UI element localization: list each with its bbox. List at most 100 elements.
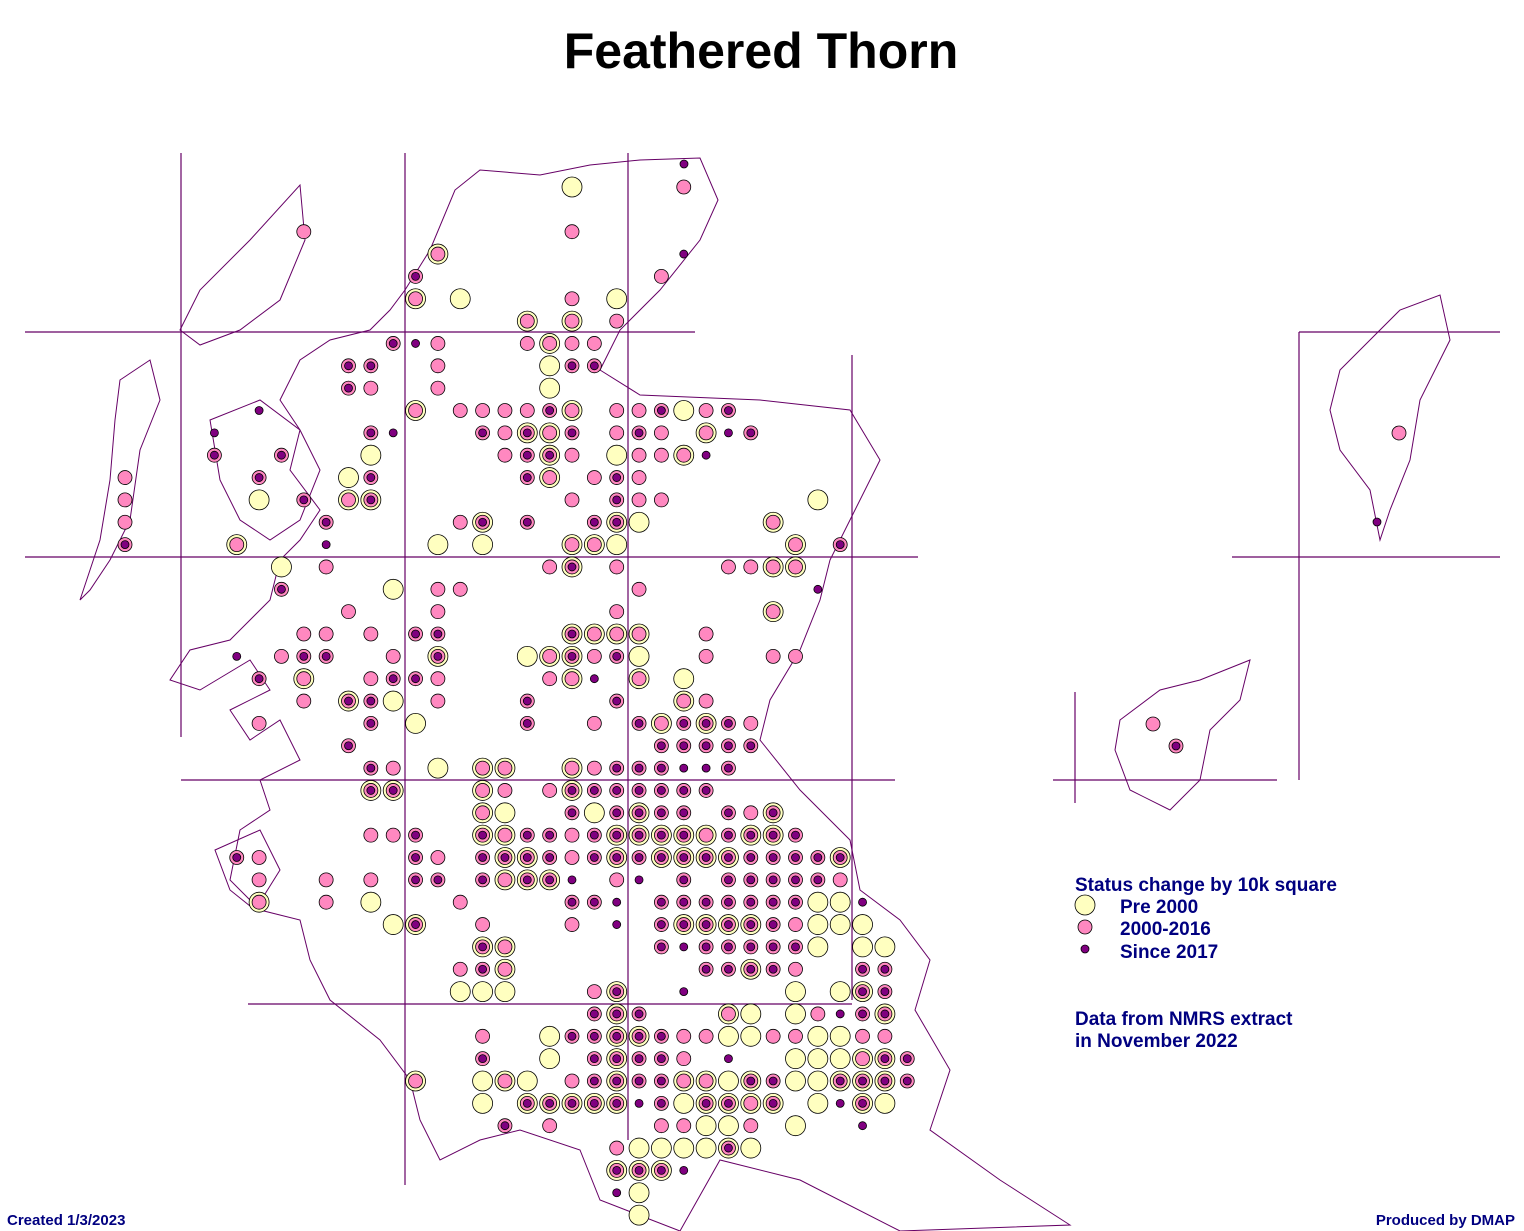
record-dot [522, 473, 532, 482]
record-dot [724, 741, 733, 751]
record-dot [701, 853, 711, 862]
record-dot [254, 674, 264, 684]
record-dot [497, 447, 513, 463]
record-dot [539, 377, 561, 399]
record-dot [609, 559, 625, 575]
record-dot [430, 693, 446, 709]
record-dot [746, 428, 756, 438]
record-dot [724, 1054, 733, 1064]
record-dot [427, 534, 449, 555]
record-dot [209, 428, 219, 438]
record-dot [698, 648, 714, 664]
record-dot [791, 875, 800, 885]
record-dot [609, 425, 625, 441]
record-dot [589, 674, 599, 684]
record-dot [679, 830, 689, 840]
record-dot [542, 336, 558, 351]
record-dot [478, 942, 488, 952]
record-dot [788, 559, 803, 575]
created: Created 1/3/2023 [7, 1212, 125, 1229]
record-dot [430, 380, 446, 396]
record-dot [698, 1073, 714, 1089]
record-dot [411, 853, 420, 862]
record-dot [1145, 716, 1161, 732]
record-dot [852, 914, 873, 935]
record-dot [232, 853, 242, 862]
record-dot [321, 517, 331, 527]
record-dot [299, 495, 309, 505]
record-dot [1077, 919, 1093, 935]
record-dot [676, 1028, 692, 1044]
record-dot [698, 425, 714, 441]
record-dot [475, 1028, 491, 1044]
record-dot [631, 581, 647, 597]
record-dot [586, 984, 602, 999]
record-dot [813, 584, 823, 594]
record-dot [516, 1070, 538, 1092]
record-dot [679, 249, 689, 259]
record-dot [478, 1054, 488, 1064]
record-dot [673, 668, 695, 690]
record-dot [612, 517, 622, 527]
record-dot [609, 313, 625, 329]
record-dot [679, 159, 689, 169]
record-dot [612, 1009, 622, 1019]
record-dot [701, 964, 711, 974]
record-dot [657, 786, 666, 795]
record-dot [522, 1098, 532, 1108]
record-dot [539, 1025, 561, 1047]
record-dot [586, 336, 602, 351]
record-dot [612, 1076, 622, 1086]
record-dot [858, 897, 867, 907]
record-dot [567, 1031, 577, 1041]
record-dot [589, 897, 599, 907]
record-dot [835, 540, 845, 549]
record-dot [679, 875, 689, 885]
record-dot [385, 760, 401, 776]
record-dot [363, 872, 379, 888]
record-dot [542, 648, 558, 664]
record-dot [567, 428, 577, 438]
record-dot [721, 1006, 736, 1022]
record-dot [874, 936, 896, 958]
record-dot [791, 830, 800, 840]
record-dot [408, 291, 423, 307]
record-dot [657, 1031, 666, 1041]
record-dot [807, 489, 829, 511]
record-dot [701, 1098, 711, 1108]
record-dot [829, 981, 851, 1002]
record-dot [612, 651, 622, 661]
record-dot [676, 1073, 692, 1089]
record-dot [363, 827, 379, 843]
record-dot [657, 897, 666, 907]
record-dot [835, 1009, 845, 1019]
record-dot [813, 875, 823, 885]
record-dot [609, 1140, 625, 1156]
record-dot [567, 651, 577, 661]
record-dot [271, 556, 292, 578]
record-dot [430, 604, 446, 620]
record-dot [117, 492, 133, 508]
record-dot [366, 473, 376, 482]
record-dot [519, 313, 535, 329]
record-dot [902, 1054, 912, 1064]
record-dot [321, 651, 331, 661]
record-dot [788, 537, 803, 552]
record-dot [522, 830, 532, 840]
record-dot [500, 1121, 510, 1131]
record-dot [433, 651, 443, 661]
record-dot [695, 1137, 717, 1159]
record-dot [366, 786, 376, 795]
record-dot [338, 467, 359, 488]
record-dot [695, 1115, 717, 1137]
record-dot [628, 645, 650, 667]
record-dot [612, 853, 622, 862]
record-dot [813, 853, 823, 862]
record-dot [612, 786, 622, 795]
record-dot [634, 719, 644, 728]
record-dot [497, 961, 513, 977]
record-dot [589, 361, 599, 371]
record-dot [589, 1098, 599, 1108]
record-dot [589, 1031, 599, 1041]
record-dot [768, 920, 778, 929]
